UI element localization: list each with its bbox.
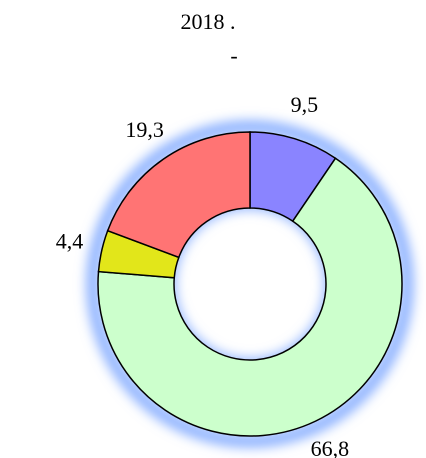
- chart-subtitle: -: [230, 43, 237, 68]
- donut-segment: [97, 157, 403, 437]
- data-label: 9,5: [291, 92, 319, 117]
- donut-segment: [106, 131, 251, 259]
- ring-glow: [87, 121, 413, 447]
- data-label: 4,4: [56, 229, 84, 254]
- data-label: 66,8: [311, 436, 350, 458]
- data-label: 19,3: [125, 117, 164, 142]
- chart-title: 2018 .: [181, 9, 236, 34]
